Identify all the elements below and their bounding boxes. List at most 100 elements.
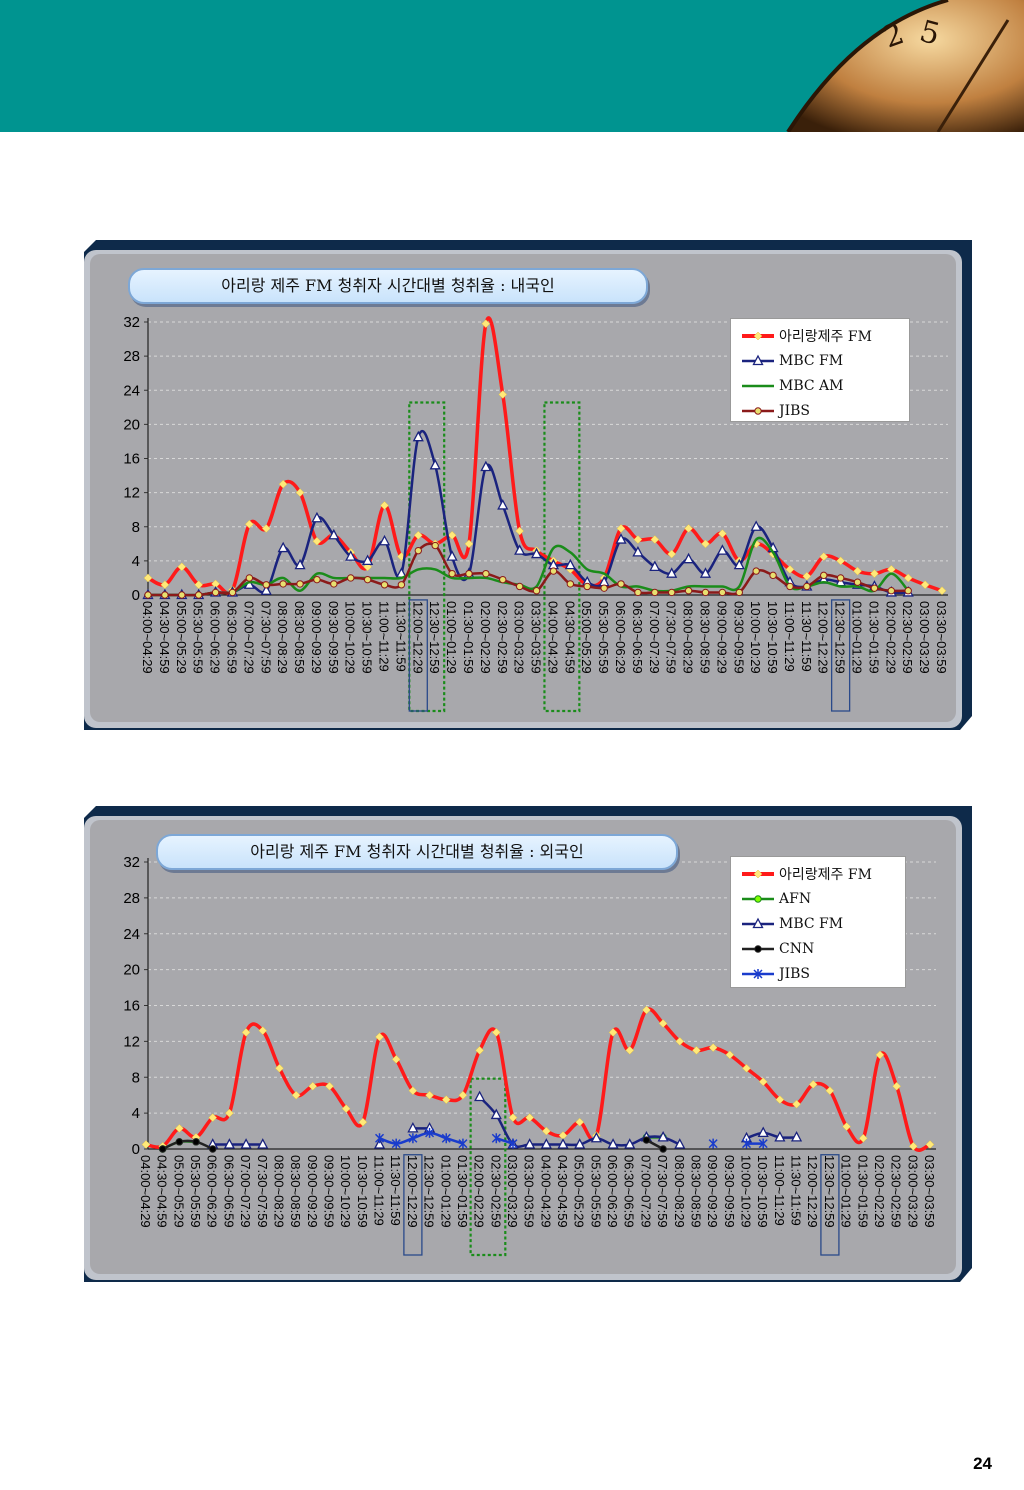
data-point	[362, 554, 374, 566]
y-tick-label: 32	[123, 854, 140, 871]
data-point	[515, 526, 525, 536]
x-tick-label: 04:30~04:59	[562, 601, 577, 674]
x-tick-label: 08:00~08:29	[672, 1155, 687, 1228]
x-tick-label: 06:00~06:29	[613, 601, 628, 674]
data-point	[325, 1081, 334, 1091]
x-tick-label: 06:30~06:59	[224, 601, 239, 674]
y-tick-label: 12	[123, 1033, 140, 1050]
y-tick-label: 4	[132, 553, 140, 570]
y-tick-label: 8	[132, 519, 140, 536]
legend-swatch	[742, 331, 774, 341]
x-tick-label: 03:00~03:29	[512, 601, 527, 674]
data-point	[141, 1140, 151, 1149]
x-tick-label: 07:00~07:29	[647, 601, 662, 674]
data-point	[431, 541, 439, 550]
series-line	[148, 542, 909, 597]
data-point	[750, 520, 762, 531]
data-point	[701, 588, 710, 597]
data-point	[836, 574, 845, 582]
x-tick-label: 12:00~12:29	[410, 601, 425, 674]
x-tick-label: 10:00~10:29	[748, 601, 763, 674]
data-point	[481, 319, 491, 329]
data-point	[161, 591, 169, 599]
chart-title: 아리랑 제주 FM 청취자 시간대별 청취율 : 내국인	[128, 268, 648, 304]
data-point	[608, 1028, 618, 1037]
x-tick-label: 04:00~04:29	[545, 601, 560, 674]
data-point	[775, 1095, 785, 1105]
x-tick-label: 12:30~12:59	[822, 1155, 837, 1228]
legend-item: JIBS	[741, 963, 810, 985]
data-point	[908, 1141, 918, 1151]
data-point	[277, 541, 289, 553]
data-point	[275, 1063, 284, 1073]
data-point	[616, 524, 626, 533]
x-tick-label: 04:00~04:29	[538, 1155, 553, 1228]
data-point	[311, 511, 323, 523]
legend-marker	[752, 354, 764, 366]
data-point	[341, 1104, 351, 1113]
data-point	[177, 562, 187, 572]
legend-swatch	[742, 354, 774, 366]
data-point	[825, 1086, 835, 1096]
x-tick-label: 08:00~08:29	[275, 601, 290, 674]
x-tick-label: 08:30~08:59	[688, 1155, 703, 1228]
data-point	[178, 591, 186, 599]
data-point	[408, 1133, 418, 1144]
data-point	[508, 1113, 518, 1122]
data-point	[375, 1133, 385, 1144]
data-point	[498, 390, 508, 399]
series-0	[141, 1005, 935, 1152]
data-point	[632, 545, 644, 557]
highlight-label-box	[408, 599, 428, 712]
data-point	[904, 587, 912, 595]
data-point	[541, 1126, 551, 1136]
legend-item: 아리랑제주 FM	[741, 863, 872, 885]
data-point	[870, 584, 879, 592]
data-point	[886, 565, 896, 574]
legend-marker	[753, 869, 763, 879]
x-tick-label: 05:30~05:59	[588, 1155, 603, 1228]
chart-legend: 아리랑제주 FM MBC FM MBC AM JIBS	[730, 318, 910, 422]
x-tick-label: 11:00~11:29	[782, 601, 797, 672]
data-point	[920, 580, 930, 590]
x-tick-label: 10:00~10:29	[343, 601, 358, 674]
data-point	[241, 1028, 251, 1037]
data-point	[482, 569, 490, 578]
data-point	[458, 1138, 468, 1149]
highlight-box	[408, 401, 446, 713]
highlight-label-box	[820, 1154, 840, 1256]
x-tick-label: 02:00~02:29	[478, 601, 493, 674]
legend-item: MBC AM	[741, 375, 844, 397]
x-tick-label: 06:00~06:29	[208, 601, 223, 674]
x-tick-label: 12:30~12:59	[427, 601, 442, 674]
x-tick-label: 03:00~03:29	[905, 1155, 920, 1228]
data-point	[175, 1138, 184, 1146]
data-point	[347, 574, 355, 582]
series-3	[158, 1136, 667, 1153]
data-point	[774, 1130, 786, 1142]
x-tick-label: 10:30~10:59	[765, 601, 780, 674]
data-point	[674, 1138, 686, 1149]
series-line	[148, 536, 910, 597]
y-tick-label: 12	[123, 485, 140, 502]
y-tick-label: 0	[132, 1141, 140, 1158]
data-point	[892, 1081, 901, 1091]
data-point	[464, 539, 474, 549]
data-point	[144, 591, 152, 599]
data-point	[903, 573, 913, 583]
series-3	[144, 541, 912, 599]
data-point	[458, 1090, 468, 1100]
data-point	[175, 1124, 184, 1133]
x-tick-label: 03:30~03:59	[934, 601, 949, 674]
data-point	[491, 1028, 501, 1037]
data-point	[407, 1121, 419, 1133]
data-point	[257, 1138, 269, 1149]
data-point	[490, 1108, 502, 1120]
data-point	[524, 1138, 536, 1149]
data-point	[391, 1054, 401, 1064]
y-tick-label: 28	[123, 890, 140, 907]
x-tick-label: 01:00~01:29	[444, 601, 459, 674]
data-point	[741, 1138, 752, 1149]
data-point	[397, 581, 406, 589]
x-tick-label: 04:30~04:59	[157, 601, 172, 674]
